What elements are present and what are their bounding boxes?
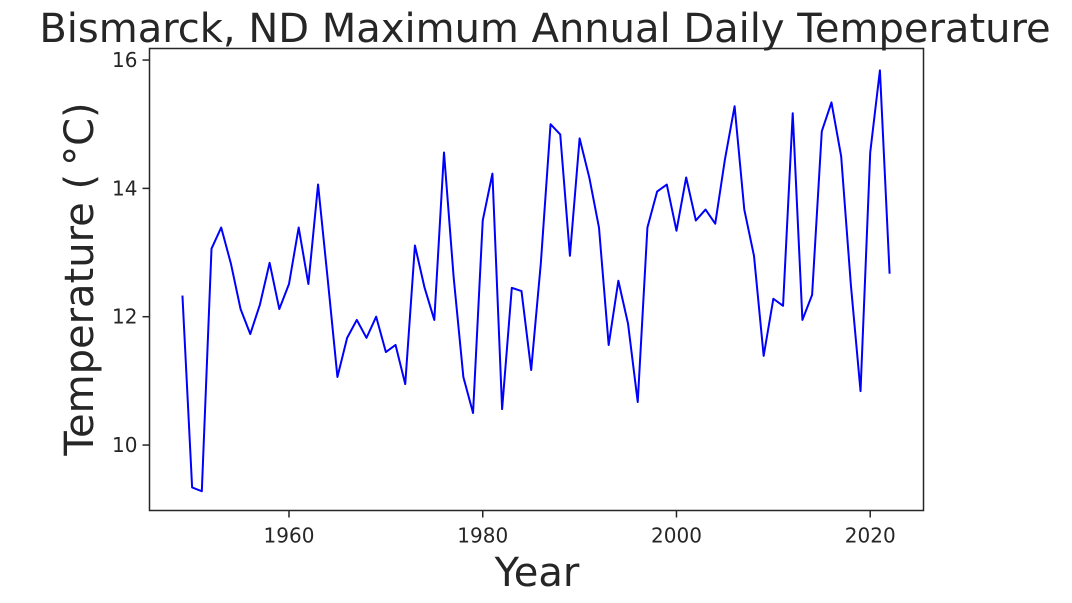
temperature-series-line xyxy=(181,69,891,493)
x-tick-label: 1960 xyxy=(264,524,315,548)
x-axis-label: Year xyxy=(494,550,580,596)
y-axis-label: Temperature ( °C) xyxy=(57,102,103,456)
x-tick-label: 2020 xyxy=(845,524,896,548)
x-tick-label: 2000 xyxy=(651,524,702,548)
y-axis-ticks: 10 12 14 16 xyxy=(112,48,150,457)
x-axis-ticks: 1960 1980 2000 2020 xyxy=(264,510,896,548)
y-tick-label: 14 xyxy=(112,176,137,200)
y-tick-label: 16 xyxy=(112,48,137,72)
chart-title: Bismarck, ND Maximum Annual Daily Temper… xyxy=(39,6,1050,52)
plot-frame xyxy=(148,47,925,512)
y-tick-label: 10 xyxy=(112,433,137,457)
y-tick-label: 12 xyxy=(112,305,137,329)
x-tick-label: 1980 xyxy=(457,524,508,548)
